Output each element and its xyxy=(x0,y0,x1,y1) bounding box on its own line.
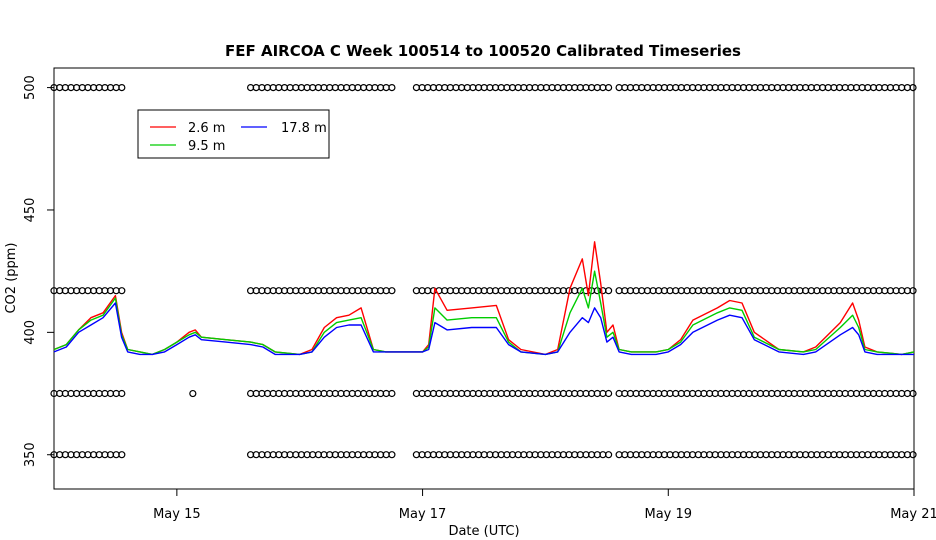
y-axis-label: CO2 (ppm) xyxy=(4,242,19,313)
x-tick-label: May 15 xyxy=(153,507,201,522)
calibration-point xyxy=(909,389,917,398)
calibration-point xyxy=(118,287,126,295)
y-tick-label: 350 xyxy=(23,442,38,467)
series-lines xyxy=(53,241,915,356)
calibration-point xyxy=(615,83,623,92)
legend-label-17-8m: 17.8 m xyxy=(281,121,327,136)
calibration-point xyxy=(841,83,849,92)
calibration-point xyxy=(909,451,917,459)
calibration-markers xyxy=(50,83,917,459)
legend: 2.6 m 9.5 m 17.8 m xyxy=(137,109,330,159)
calibration-point xyxy=(604,287,613,295)
calibration-point xyxy=(388,389,396,398)
x-tick-label: May 21 xyxy=(890,507,936,522)
x-tick-label: May 19 xyxy=(645,507,693,522)
calibration-point xyxy=(615,389,623,398)
calibration-point xyxy=(841,287,849,295)
calibration-point xyxy=(388,287,396,295)
calibration-point xyxy=(412,451,420,459)
calibration-point xyxy=(388,83,396,92)
series-line-2-6-m xyxy=(53,241,915,356)
x-tick-label: May 17 xyxy=(399,507,447,522)
calibration-point xyxy=(118,389,126,398)
legend-label-2-6m: 2.6 m xyxy=(188,121,225,136)
calibration-point xyxy=(388,451,396,459)
calibration-point xyxy=(909,83,917,92)
calibration-point xyxy=(604,389,613,398)
calibration-point xyxy=(412,287,420,295)
legend-box xyxy=(137,109,330,159)
calibration-point xyxy=(118,451,126,459)
calibration-point xyxy=(841,451,849,459)
calibration-point xyxy=(604,83,613,92)
y-tick-label: 450 xyxy=(23,198,38,223)
calibration-point xyxy=(118,83,126,92)
calibration-point xyxy=(412,389,420,398)
y-tick-label: 400 xyxy=(23,320,38,345)
calibration-point xyxy=(604,451,613,459)
calibration-point xyxy=(909,287,917,295)
plot-frame xyxy=(53,67,915,490)
calibration-point xyxy=(615,451,623,459)
legend-label-9-5m: 9.5 m xyxy=(188,139,225,154)
calibration-point xyxy=(615,287,623,295)
y-tick-label: 500 xyxy=(23,75,38,100)
calibration-point xyxy=(412,83,420,92)
axes: May 15 May 17 May 19 May 21 350 400 450 500 xyxy=(23,75,936,522)
x-axis-label: Date (UTC) xyxy=(448,524,519,539)
chart-title: FEF AIRCOA C Week 100514 to 100520 Calib… xyxy=(225,42,741,60)
calibration-point xyxy=(841,389,849,398)
series-line-17-8-m xyxy=(53,302,914,356)
series-line-9-5-m xyxy=(53,270,915,356)
calibration-point xyxy=(189,389,197,398)
